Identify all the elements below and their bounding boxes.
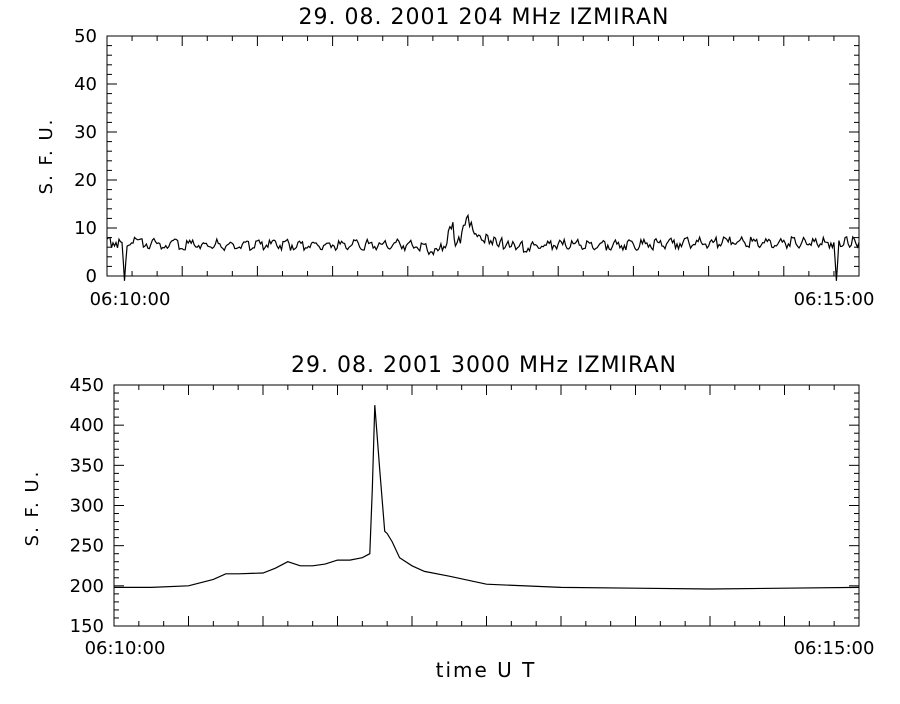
- y-ticks-204mhz: 0 10 20 30 40 50: [74, 26, 859, 287]
- y-tick-label-204mhz: 40: [74, 74, 97, 95]
- y-tick-label-3000mhz: 400: [70, 415, 104, 436]
- y-tick-label-3000mhz: 250: [70, 536, 104, 557]
- panel-204mhz: 29. 08. 2001 204 MHz IZMIRAN S. F. U. 0 1…: [36, 5, 874, 310]
- chart-title-204mhz: 29. 08. 2001 204 MHz IZMIRAN: [299, 5, 670, 30]
- y-tick-label-204mhz: 30: [74, 122, 97, 143]
- y-axis-label-204mhz: S. F. U.: [36, 118, 57, 195]
- x-tick-label-start-3000mhz: 06:10:00: [85, 638, 166, 659]
- y-tick-label-3000mhz: 300: [70, 496, 104, 517]
- series-line-204mhz: [106, 213, 860, 281]
- y-tick-label-3000mhz: 200: [70, 576, 104, 597]
- y-tick-label-204mhz: 20: [74, 170, 97, 191]
- y-tick-label-204mhz: 50: [74, 26, 97, 47]
- x-tick-label-end-204mhz: 06:15:00: [794, 289, 875, 310]
- x-axis-label-3000mhz: time U T: [436, 658, 537, 682]
- panel-3000mhz: 29. 08. 2001 3000 MHz IZMIRAN S. F. U. 1…: [22, 353, 874, 682]
- x-ticks-204mhz: [106, 36, 860, 276]
- y-tick-label-3000mhz: 350: [70, 455, 104, 476]
- y-ticks-3000mhz: 150 200 250 300 350 400 450: [70, 375, 859, 637]
- y-axis-label-3000mhz: S. F. U.: [22, 470, 43, 547]
- plot-frame-3000mhz: [113, 384, 860, 627]
- y-tick-label-204mhz: 0: [86, 266, 97, 287]
- x-tick-label-end-3000mhz: 06:15:00: [794, 638, 875, 659]
- chart-title-3000mhz: 29. 08. 2001 3000 MHz IZMIRAN: [291, 353, 677, 378]
- y-tick-label-3000mhz: 150: [70, 616, 104, 637]
- series-line-3000mhz: [114, 405, 860, 590]
- series-3000mhz: [114, 405, 860, 590]
- series-204mhz: [106, 213, 860, 281]
- x-ticks-3000mhz: [113, 385, 860, 626]
- x-tick-label-start-204mhz: 06:10:00: [90, 289, 171, 310]
- y-tick-label-3000mhz: 450: [70, 375, 104, 396]
- y-tick-label-204mhz: 10: [74, 218, 97, 239]
